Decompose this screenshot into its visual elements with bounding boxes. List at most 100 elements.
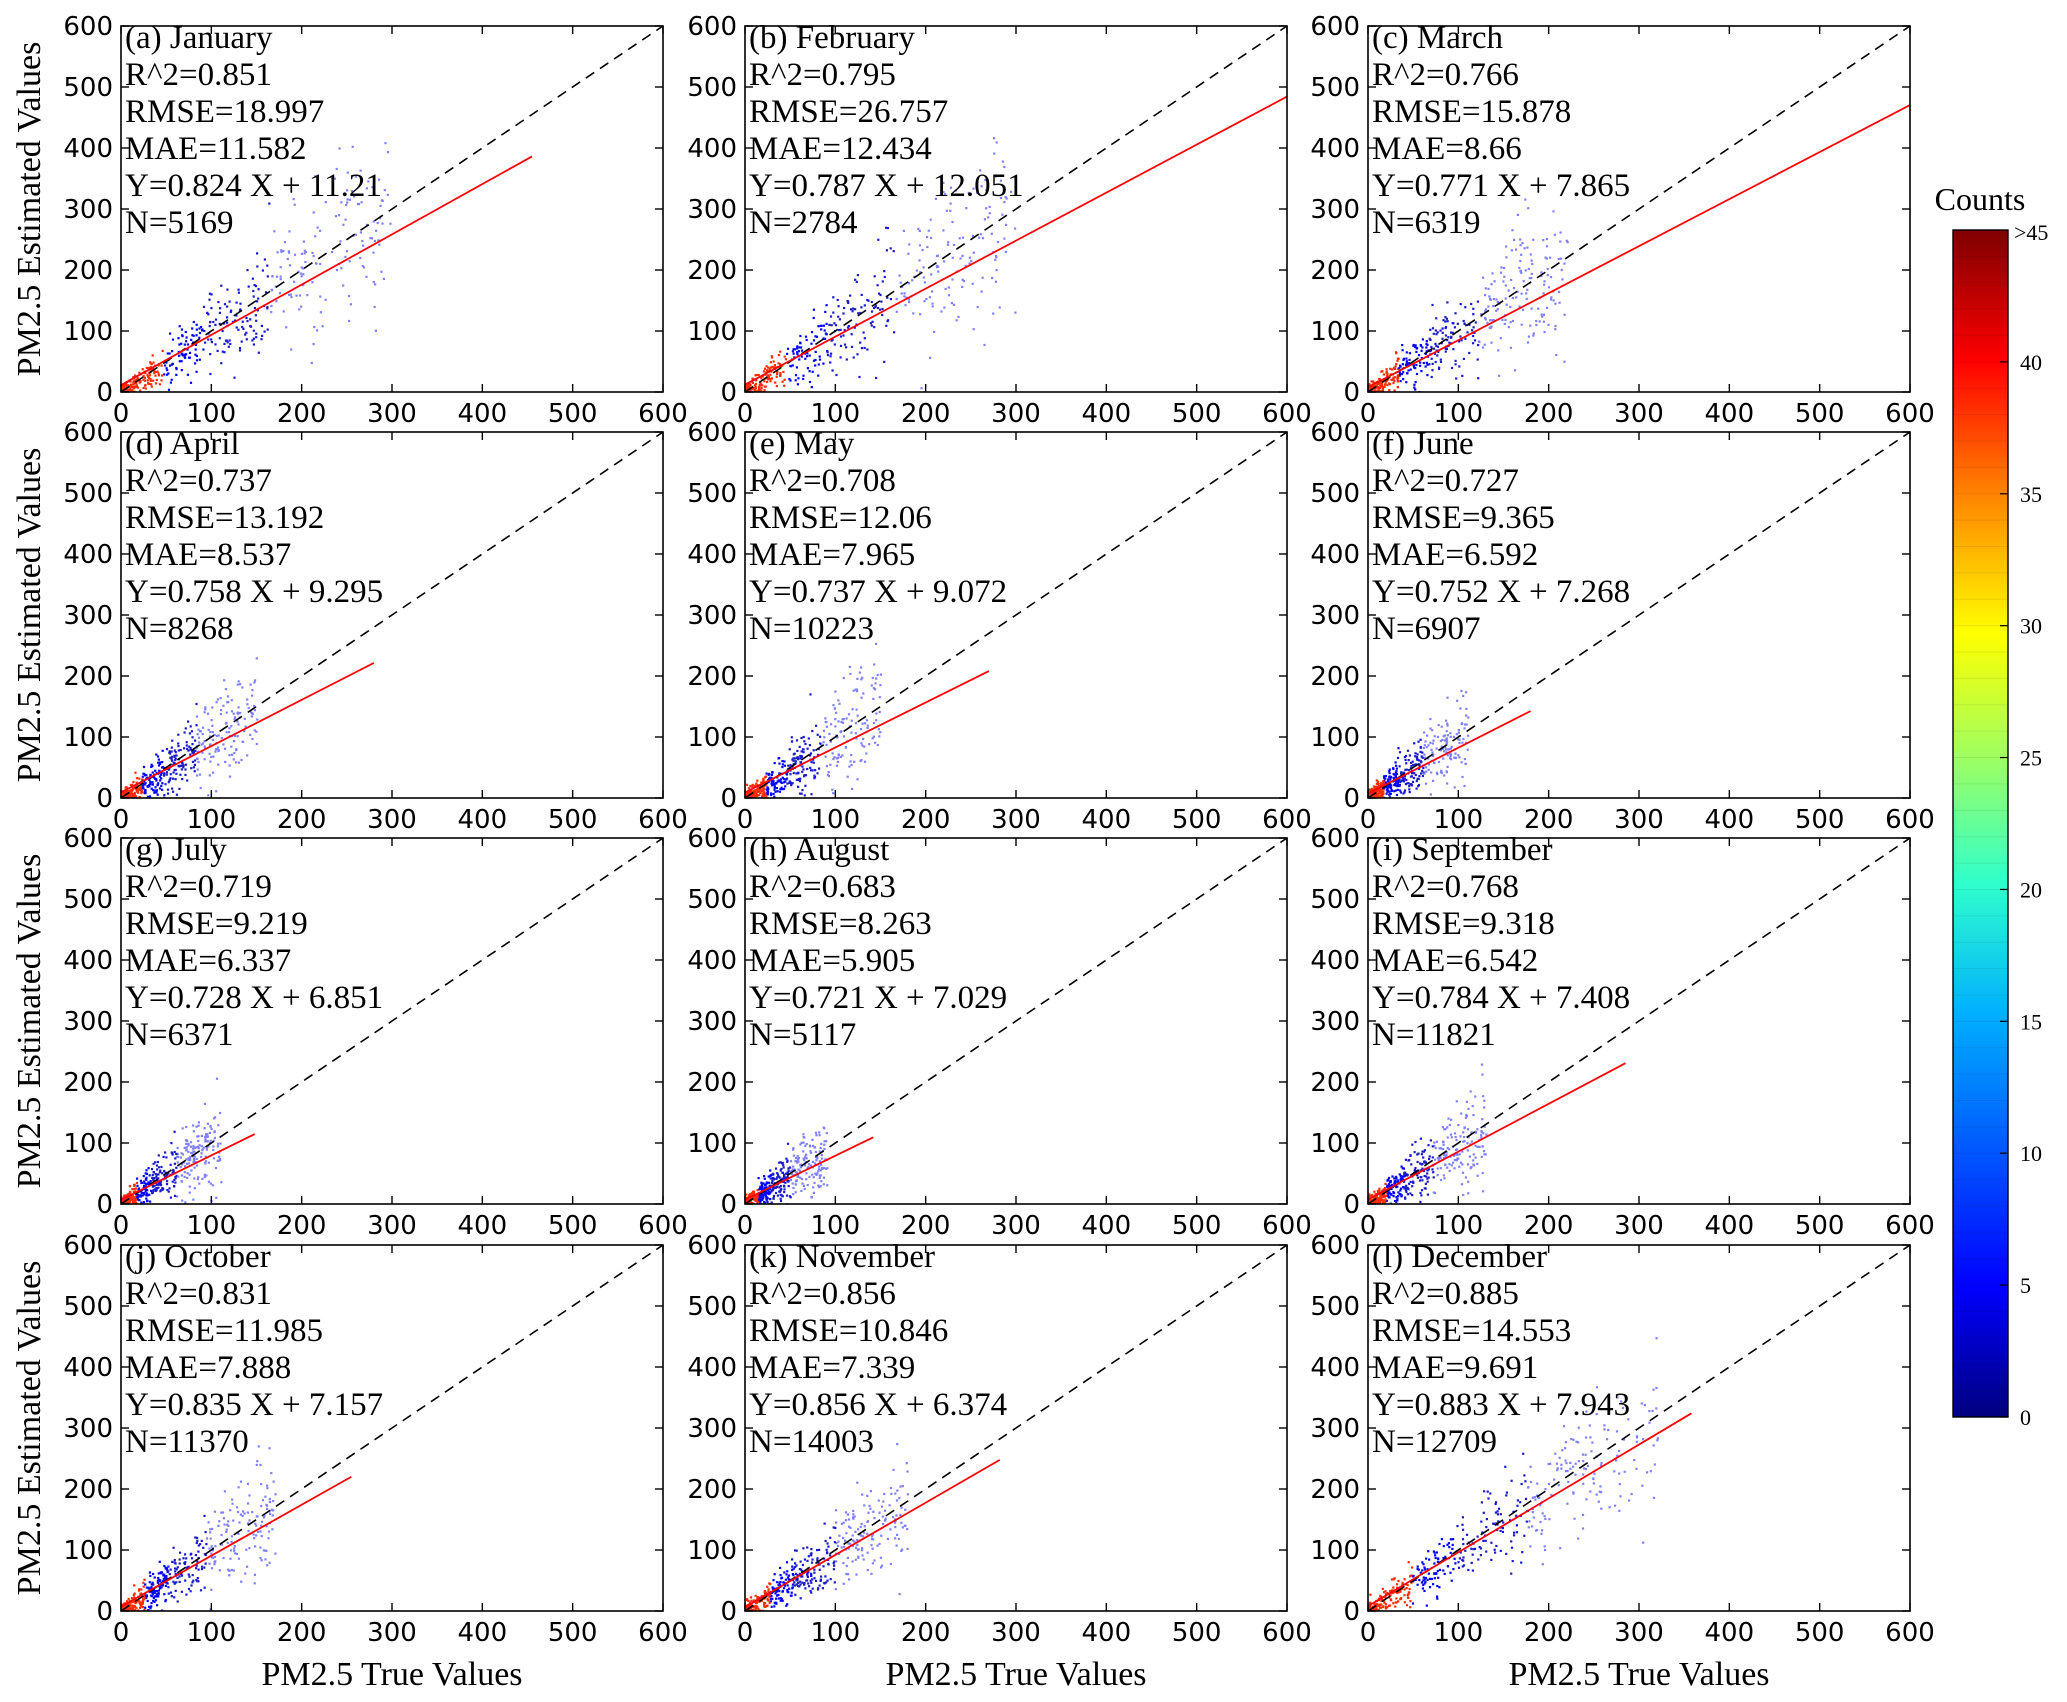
data-point — [947, 286, 950, 289]
data-point — [151, 1185, 154, 1188]
data-point — [1393, 773, 1396, 776]
data-point — [1456, 1153, 1459, 1156]
data-point — [1472, 1159, 1475, 1162]
y-tick-label: 500 — [63, 479, 113, 509]
data-point — [321, 325, 324, 328]
data-point — [1381, 387, 1384, 390]
data-point — [805, 1172, 808, 1175]
data-point — [285, 326, 288, 329]
data-point — [1395, 772, 1399, 776]
y-tick-label: 300 — [63, 195, 113, 225]
data-point — [779, 363, 782, 366]
data-point — [1465, 691, 1468, 694]
data-point — [1453, 1132, 1457, 1135]
data-point — [146, 373, 149, 376]
data-point — [252, 289, 255, 293]
data-point — [1444, 316, 1447, 319]
data-point — [279, 278, 282, 281]
data-point — [789, 764, 792, 767]
data-point — [1385, 1194, 1388, 1197]
data-point — [146, 785, 149, 788]
x-tick-label: 500 — [1172, 399, 1222, 429]
data-point — [1509, 305, 1512, 308]
x-tick-label: 200 — [901, 805, 951, 835]
data-point — [827, 775, 830, 778]
data-point — [1445, 748, 1448, 751]
data-point — [753, 388, 756, 392]
data-point — [226, 701, 229, 704]
data-point — [282, 250, 285, 253]
data-point — [871, 676, 874, 680]
data-point — [917, 227, 920, 230]
data-point — [810, 342, 813, 345]
data-point — [789, 1179, 792, 1182]
data-point — [1413, 383, 1416, 386]
data-point — [1386, 1192, 1389, 1195]
data-point — [235, 314, 238, 317]
r2-stat: R^2=0.708 — [749, 463, 896, 499]
data-point — [1445, 1151, 1448, 1154]
data-point — [129, 793, 132, 796]
data-point — [148, 785, 151, 788]
data-point — [199, 1543, 202, 1546]
data-point — [815, 1173, 818, 1176]
data-point — [1405, 381, 1408, 384]
data-point — [813, 775, 817, 779]
data-point — [1379, 795, 1382, 798]
data-point — [188, 1185, 191, 1188]
y-tick-label: 200 — [1310, 1068, 1360, 1098]
data-point — [150, 363, 153, 366]
data-point — [157, 758, 160, 761]
data-point — [1472, 342, 1475, 345]
data-point — [210, 1545, 213, 1548]
data-point — [942, 229, 945, 232]
data-point — [995, 256, 998, 259]
data-point — [260, 1504, 263, 1508]
data-point — [1535, 320, 1538, 323]
data-point — [139, 1603, 142, 1606]
data-point — [761, 1186, 764, 1189]
data-point — [802, 1141, 805, 1144]
data-point — [1387, 1176, 1391, 1180]
data-point — [194, 739, 197, 742]
data-point — [886, 296, 889, 299]
data-point — [845, 717, 848, 720]
data-point — [1457, 1124, 1460, 1127]
data-point — [299, 272, 303, 275]
data-point — [1437, 367, 1441, 370]
data-point — [1388, 772, 1391, 775]
data-point — [1449, 752, 1452, 755]
data-point — [858, 671, 861, 674]
data-point — [1370, 792, 1373, 795]
data-point — [751, 1193, 754, 1196]
data-point — [870, 324, 873, 327]
data-point — [186, 1139, 189, 1143]
data-point — [823, 1143, 826, 1146]
data-point — [859, 728, 863, 731]
data-point — [196, 733, 199, 736]
data-point — [207, 313, 210, 316]
data-point — [187, 749, 190, 752]
data-point — [195, 323, 198, 326]
data-point — [163, 774, 166, 777]
data-point — [1464, 1116, 1467, 1119]
data-point — [177, 742, 180, 745]
data-point — [766, 380, 769, 384]
data-point — [241, 325, 244, 329]
data-point — [230, 1568, 233, 1572]
data-point — [1386, 383, 1389, 387]
data-point — [193, 1146, 196, 1149]
data-point — [259, 1463, 262, 1467]
data-point — [1455, 1139, 1458, 1142]
data-point — [904, 304, 907, 307]
data-point — [762, 1182, 765, 1185]
data-point — [147, 1609, 150, 1611]
data-point — [171, 759, 174, 762]
data-point — [945, 209, 948, 212]
data-point — [1372, 380, 1375, 383]
data-point — [145, 1194, 148, 1197]
data-point — [157, 1572, 160, 1575]
data-point — [173, 749, 176, 752]
data-point — [874, 688, 877, 691]
data-point — [764, 775, 767, 778]
